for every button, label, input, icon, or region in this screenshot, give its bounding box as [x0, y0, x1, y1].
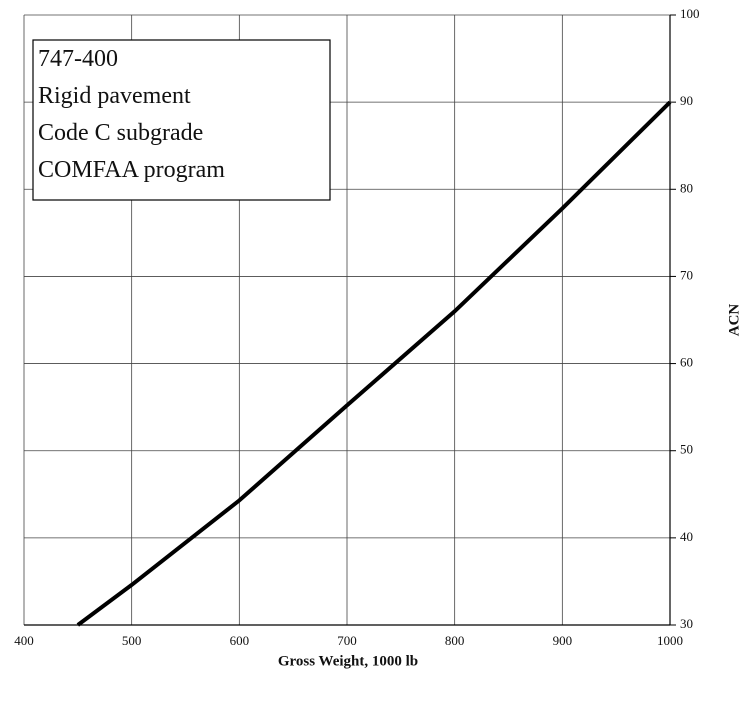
y-tick-label: 50 — [680, 442, 693, 457]
y-tick-label: 30 — [680, 616, 693, 631]
x-axis-label: Gross Weight, 1000 lb — [278, 653, 418, 669]
y-tick-label: 70 — [680, 267, 693, 282]
y-tick-label: 100 — [680, 6, 700, 21]
x-tick-label: 400 — [14, 633, 34, 648]
x-tick-label: 900 — [553, 633, 573, 648]
annotation-line: COMFAA program — [38, 157, 225, 183]
annotation-line: 747-400 — [38, 46, 118, 72]
y-tick-label: 40 — [680, 529, 693, 544]
x-tick-label: 500 — [122, 633, 142, 648]
annotation-line: Code C subgrade — [38, 120, 203, 146]
annotation-box — [32, 39, 331, 201]
x-tick-label: 700 — [337, 633, 357, 648]
annotation-line: Rigid pavement — [38, 83, 191, 109]
line — [76, 100, 672, 627]
y-axis-label: ACN — [726, 304, 742, 337]
x-tick-label: 800 — [445, 633, 465, 648]
x-tick-label: 1000 — [657, 633, 683, 648]
y-tick-label: 90 — [680, 93, 693, 108]
y-tick-label: 80 — [680, 180, 693, 195]
y-tick-label: 60 — [680, 355, 693, 370]
x-tick-label: 600 — [230, 633, 250, 648]
